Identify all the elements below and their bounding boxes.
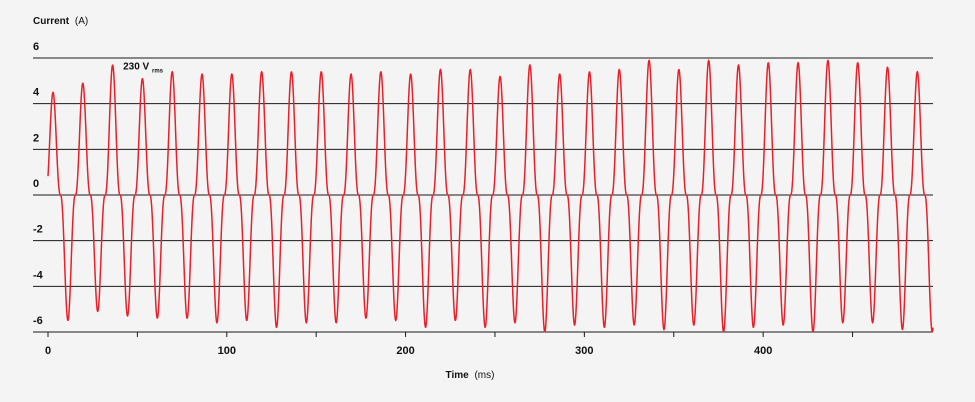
- y-tick-label--4: -4: [33, 269, 44, 281]
- y-tick-label-0: 0: [33, 178, 39, 190]
- x-tick-label-200: 200: [396, 345, 414, 357]
- y-tick-label-2: 2: [33, 132, 39, 144]
- x-ticks: 0 100 200 300 400: [45, 332, 854, 357]
- x-tick-label-0: 0: [45, 345, 51, 357]
- y-tick-label--2: -2: [33, 224, 43, 236]
- y-axis-label: Current: [33, 16, 70, 27]
- x-axis-title: Time (ms): [446, 370, 495, 381]
- x-axis-unit: (ms): [474, 370, 494, 381]
- x-tick-label-100: 100: [218, 345, 236, 357]
- voltage-annotation: 230 V rms: [123, 61, 164, 74]
- x-tick-label-400: 400: [754, 345, 772, 357]
- y-tick-labels: 6 4 2 0 -2 -4 -6: [33, 41, 44, 327]
- y-axis-title: Current (A): [33, 16, 88, 27]
- voltage-annotation-subscript: rms: [152, 68, 164, 74]
- x-tick-label-300: 300: [575, 345, 593, 357]
- x-axis-label: Time: [446, 370, 470, 381]
- current-waveform-line: [47, 59, 934, 333]
- voltage-annotation-text: 230 V: [123, 61, 149, 72]
- y-axis-unit: (A): [75, 16, 88, 27]
- y-tick-label-6: 6: [33, 41, 39, 53]
- y-tick-label-4: 4: [33, 87, 40, 99]
- y-tick-label--6: -6: [33, 315, 43, 327]
